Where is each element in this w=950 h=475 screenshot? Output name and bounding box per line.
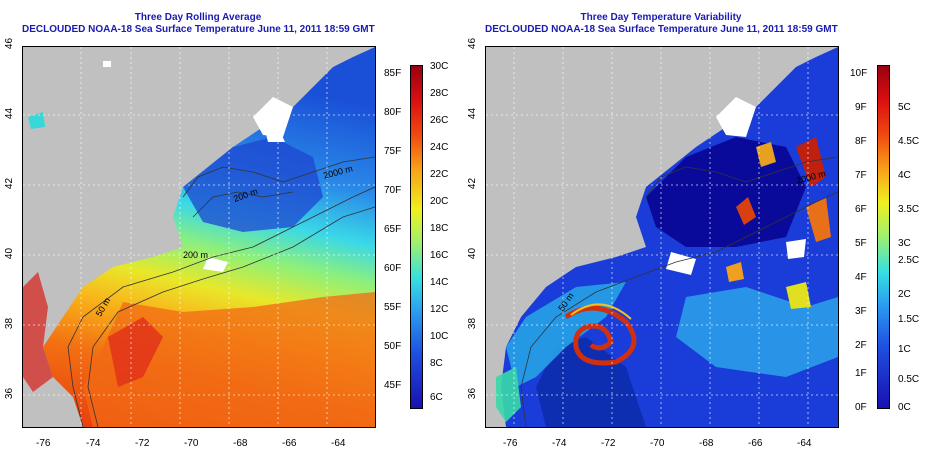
cb-c-label: 10C bbox=[430, 331, 449, 342]
cb-c-label: 1C bbox=[898, 344, 911, 355]
left-x-tick: -72 bbox=[135, 438, 150, 449]
right-title: Three Day Temperature Variability bbox=[580, 12, 742, 23]
left-x-tick: -76 bbox=[36, 438, 51, 449]
cb-f-label: 7F bbox=[855, 170, 867, 181]
left-x-tick: -64 bbox=[331, 438, 346, 449]
cb-c-label: 0C bbox=[898, 402, 911, 413]
left-x-tick: -66 bbox=[282, 438, 297, 449]
right-x-tick: -72 bbox=[601, 438, 616, 449]
cb-f-label: 45F bbox=[384, 380, 402, 391]
cb-f-label: 50F bbox=[384, 341, 402, 352]
right-y-tick: 38 bbox=[467, 317, 479, 330]
left-y-tick: 40 bbox=[4, 247, 16, 260]
cb-c-label: 28C bbox=[430, 88, 449, 99]
cb-c-label: 24C bbox=[430, 142, 449, 153]
left-y-tick: 44 bbox=[4, 107, 16, 120]
right-variability-map[interactable]: 50 m 2000 m bbox=[485, 46, 839, 428]
left-x-tick: -70 bbox=[184, 438, 199, 449]
left-x-tick: -74 bbox=[86, 438, 101, 449]
cb-c-label: 3.5C bbox=[898, 204, 920, 215]
left-subtitle: DECLOUDED NOAA-18 Sea Surface Temperatur… bbox=[22, 24, 375, 35]
cb-c-label: 3C bbox=[898, 238, 911, 249]
cb-c-label: 2C bbox=[898, 289, 911, 300]
cb-f-label: 8F bbox=[855, 136, 867, 147]
contour-label-200m: 200 m bbox=[183, 250, 209, 260]
cb-f-label: 75F bbox=[384, 146, 402, 157]
right-y-tick: 42 bbox=[467, 177, 479, 190]
cb-f-label: 4F bbox=[855, 272, 867, 283]
right-y-tick: 36 bbox=[467, 387, 479, 400]
right-x-tick: -68 bbox=[699, 438, 714, 449]
right-x-tick: -66 bbox=[748, 438, 763, 449]
cb-c-label: 4.5C bbox=[898, 136, 920, 147]
right-y-tick: 40 bbox=[467, 247, 479, 260]
right-colorbar bbox=[877, 65, 890, 409]
right-y-tick: 44 bbox=[467, 107, 479, 120]
left-y-tick: 42 bbox=[4, 177, 16, 190]
cb-f-label: 0F bbox=[855, 402, 867, 413]
cb-c-label: 22C bbox=[430, 169, 449, 180]
right-subtitle: DECLOUDED NOAA-18 Sea Surface Temperatur… bbox=[485, 24, 838, 35]
cb-f-label: 3F bbox=[855, 306, 867, 317]
cb-f-label: 80F bbox=[384, 107, 402, 118]
left-y-tick: 46 bbox=[4, 37, 16, 50]
cb-c-label: 0.5C bbox=[898, 374, 920, 385]
cb-f-label: 1F bbox=[855, 368, 867, 379]
cb-c-label: 14C bbox=[430, 277, 449, 288]
cb-f-label: 70F bbox=[384, 185, 402, 196]
cb-c-label: 20C bbox=[430, 196, 449, 207]
cb-f-label: 5F bbox=[855, 238, 867, 249]
cb-f-label: 9F bbox=[855, 102, 867, 113]
cb-c-label: 30C bbox=[430, 61, 449, 72]
cb-f-label: 6F bbox=[855, 204, 867, 215]
right-x-tick: -64 bbox=[797, 438, 812, 449]
cb-c-label: 8C bbox=[430, 358, 443, 369]
cb-c-label: 2.5C bbox=[898, 255, 920, 266]
left-y-tick: 38 bbox=[4, 317, 16, 330]
left-colorbar bbox=[410, 65, 423, 409]
cb-c-label: 26C bbox=[430, 115, 449, 126]
cb-c-label: 16C bbox=[430, 250, 449, 261]
cb-f-label: 2F bbox=[855, 340, 867, 351]
left-x-tick: -68 bbox=[233, 438, 248, 449]
cb-c-label: 5C bbox=[898, 102, 911, 113]
left-y-tick: 36 bbox=[4, 387, 16, 400]
cb-c-label: 1.5C bbox=[898, 314, 920, 325]
cb-f-label: 55F bbox=[384, 302, 402, 313]
cb-f-label: 85F bbox=[384, 68, 402, 79]
right-x-tick: -74 bbox=[552, 438, 567, 449]
cb-c-label: 6C bbox=[430, 392, 443, 403]
left-sst-map[interactable]: 50 m 200 m 200 m 2000 m bbox=[22, 46, 376, 428]
cb-f-label: 65F bbox=[384, 224, 402, 235]
cb-f-label: 10F bbox=[850, 68, 868, 79]
left-title: Three Day Rolling Average bbox=[134, 12, 262, 23]
right-x-tick: -76 bbox=[503, 438, 518, 449]
cb-c-label: 12C bbox=[430, 304, 449, 315]
cb-c-label: 4C bbox=[898, 170, 911, 181]
right-y-tick: 46 bbox=[467, 37, 479, 50]
cb-f-label: 60F bbox=[384, 263, 402, 274]
cb-c-label: 18C bbox=[430, 223, 449, 234]
right-x-tick: -70 bbox=[650, 438, 665, 449]
